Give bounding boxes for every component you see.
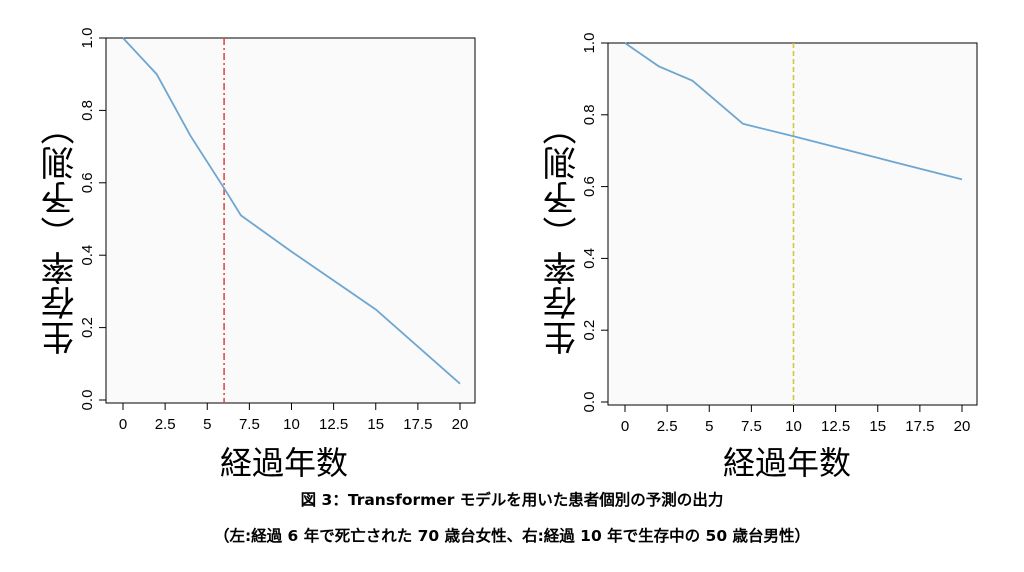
right-x-tick-label: 7.5 xyxy=(741,418,762,435)
right-y-tick-label: 0.4 xyxy=(581,248,598,269)
left-x-tick-label: 10 xyxy=(283,416,300,433)
left-y-tick-label: 0.4 xyxy=(79,245,96,266)
left-y-tick-label: 0.2 xyxy=(79,317,96,338)
figure-caption-title: 図 3：Transformer モデルを用いた患者個別の予測の出力 xyxy=(300,491,724,509)
left-x-tick-label: 12.5 xyxy=(319,416,348,433)
right-y-tick-label: 0.6 xyxy=(581,176,598,197)
right-plot-frame xyxy=(607,42,978,406)
left-y-tick-label: 0.6 xyxy=(79,172,96,193)
right-x-tick-label: 5 xyxy=(705,418,713,435)
left-y-tick-label: 1.0 xyxy=(79,28,96,49)
left-x-tick-label: 0 xyxy=(119,416,127,433)
right-y-tick-label: 0.8 xyxy=(581,104,598,125)
right-x-tick-label: 2.5 xyxy=(657,418,678,435)
right-y-tick-label: 0.0 xyxy=(581,392,598,413)
left-x-tick-label: 15 xyxy=(367,416,384,433)
right-x-tick-label: 17.5 xyxy=(905,418,934,435)
left-x-tick-label: 20 xyxy=(452,416,469,433)
right-survival-line xyxy=(624,42,963,181)
left-y-tick-label: 0.0 xyxy=(79,390,96,411)
left-x-axis-title: 経過年数 xyxy=(220,444,349,482)
right-x-tick-label: 15 xyxy=(869,418,886,435)
left-y-axis-title: 生存率（予測） xyxy=(41,110,81,355)
left-x-tick-label: 7.5 xyxy=(239,416,260,433)
figure-caption-subtitle: （左:経過 6 年で死亡された 70 歳台女性、右:経過 10 年で生存中の 5… xyxy=(213,527,811,545)
right-x-tick-label: 20 xyxy=(954,418,971,435)
right-y-tick-label: 0.2 xyxy=(581,320,598,341)
right-x-tick-label: 12.5 xyxy=(821,418,850,435)
right-y-tick-label: 1.0 xyxy=(581,33,598,54)
left-survival-line xyxy=(122,37,461,385)
right-y-axis-title: 生存率（予測） xyxy=(543,110,583,355)
right-x-axis-title: 経過年数 xyxy=(723,444,852,482)
left-x-tick-label: 2.5 xyxy=(155,416,176,433)
left-y-tick-label: 0.8 xyxy=(79,100,96,121)
left-x-tick-label: 5 xyxy=(203,416,211,433)
right-x-tick-label: 0 xyxy=(621,418,629,435)
right-x-tick-label: 10 xyxy=(785,418,802,435)
left-x-tick-label: 17.5 xyxy=(403,416,432,433)
